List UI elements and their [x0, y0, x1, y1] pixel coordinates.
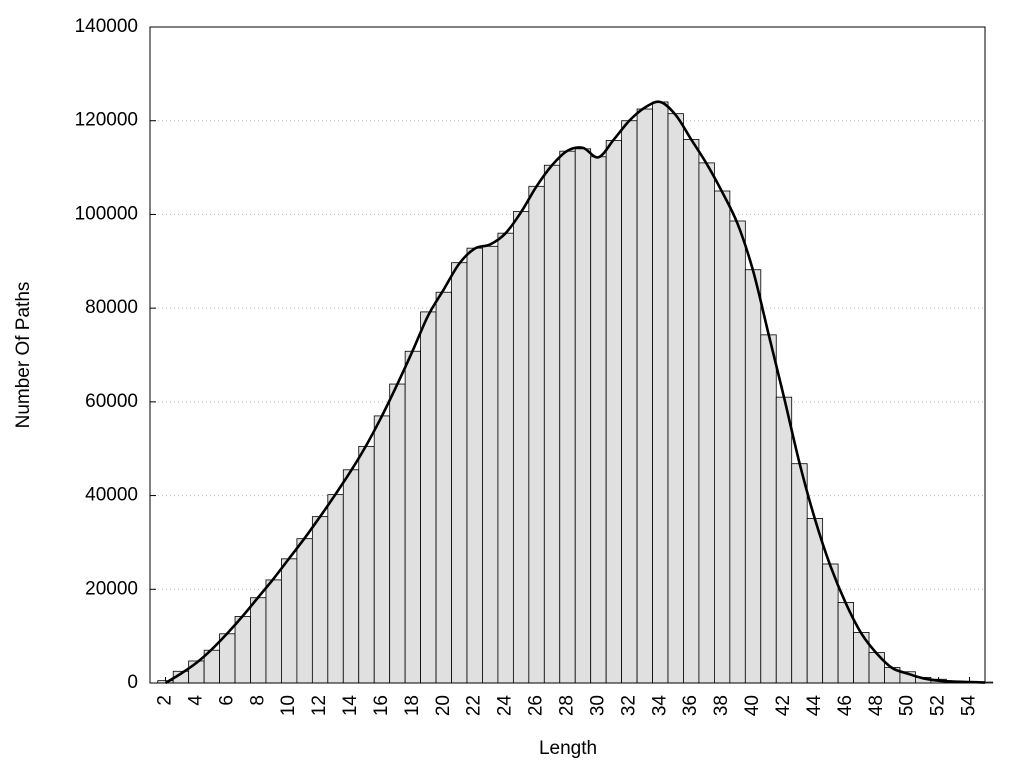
bar — [234, 616, 251, 684]
bar — [652, 101, 669, 684]
x-tick-label: 10 — [278, 695, 299, 716]
bar — [435, 291, 452, 684]
bar — [420, 311, 437, 684]
x-tick-label: 46 — [835, 695, 856, 716]
bar — [327, 494, 344, 684]
x-tick-label: 22 — [464, 695, 485, 716]
bar — [760, 334, 777, 684]
x-tick-label: 42 — [773, 695, 794, 716]
y-tick-label: 140000 — [75, 16, 138, 37]
x-tick-label: 26 — [526, 695, 547, 716]
y-tick-label: 20000 — [85, 578, 138, 599]
bar — [373, 415, 391, 684]
bar — [528, 185, 545, 684]
x-tick-label: 32 — [618, 695, 639, 716]
bar — [296, 538, 313, 684]
x-tick-label: 36 — [680, 695, 701, 716]
bar — [636, 108, 653, 684]
bar — [729, 220, 746, 684]
bar — [559, 150, 576, 684]
x-axis-label: Length — [539, 738, 597, 759]
trend-line — [164, 100, 986, 685]
x-tick-label: 6 — [216, 695, 237, 706]
bar — [791, 463, 808, 684]
bar — [342, 469, 360, 684]
x-tick-label: 30 — [587, 695, 608, 716]
bar — [621, 120, 638, 684]
x-tick-label: 18 — [402, 695, 423, 716]
x-tick-label: 24 — [495, 695, 516, 717]
bar — [389, 383, 406, 684]
bar — [574, 148, 592, 684]
y-tick-label: 60000 — [85, 391, 138, 412]
bar — [512, 211, 530, 684]
bar — [404, 350, 422, 684]
x-tick-label: 14 — [340, 695, 361, 717]
y-tick-label: 0 — [127, 672, 138, 693]
x-tick-label: 48 — [866, 695, 887, 716]
y-tick-label: 40000 — [85, 485, 138, 506]
x-tick-label: 28 — [557, 695, 578, 716]
bar — [698, 162, 715, 684]
x-tick-label: 12 — [309, 695, 330, 716]
x-tick-label: 20 — [433, 695, 454, 716]
plot-frame — [149, 26, 986, 684]
bar — [250, 597, 267, 684]
x-tick-label: 16 — [371, 695, 392, 716]
bar — [590, 156, 607, 684]
x-tick-label: 54 — [959, 695, 980, 717]
bar — [265, 579, 282, 684]
bar — [667, 113, 684, 684]
x-tick-label: 52 — [928, 695, 949, 716]
x-tick-label: 50 — [897, 695, 918, 716]
bar — [713, 190, 731, 684]
x-tick-label: 40 — [742, 695, 763, 716]
bar — [683, 139, 700, 684]
x-tick-label: 44 — [804, 695, 825, 717]
bar — [744, 269, 762, 684]
bar — [358, 445, 375, 684]
bar — [451, 262, 468, 684]
x-tick-label: 38 — [711, 695, 732, 716]
y-axis-label: Number Of Paths — [13, 282, 34, 429]
bar — [219, 633, 236, 684]
bar — [543, 164, 561, 684]
x-tick-label: 34 — [649, 695, 670, 717]
y-tick-label: 80000 — [85, 297, 138, 318]
bar — [497, 232, 514, 684]
bar — [466, 247, 483, 684]
bar — [482, 245, 499, 684]
x-tick-label: 4 — [185, 695, 206, 706]
x-tick-label: 8 — [247, 695, 268, 706]
y-tick-label: 120000 — [75, 110, 138, 131]
y-tick-label: 100000 — [75, 203, 138, 224]
bar — [605, 139, 623, 684]
bar — [281, 558, 298, 684]
x-tick-label: 2 — [154, 695, 175, 706]
bar — [775, 396, 793, 684]
bar — [806, 518, 824, 684]
bar — [311, 516, 329, 684]
bar — [868, 652, 885, 684]
